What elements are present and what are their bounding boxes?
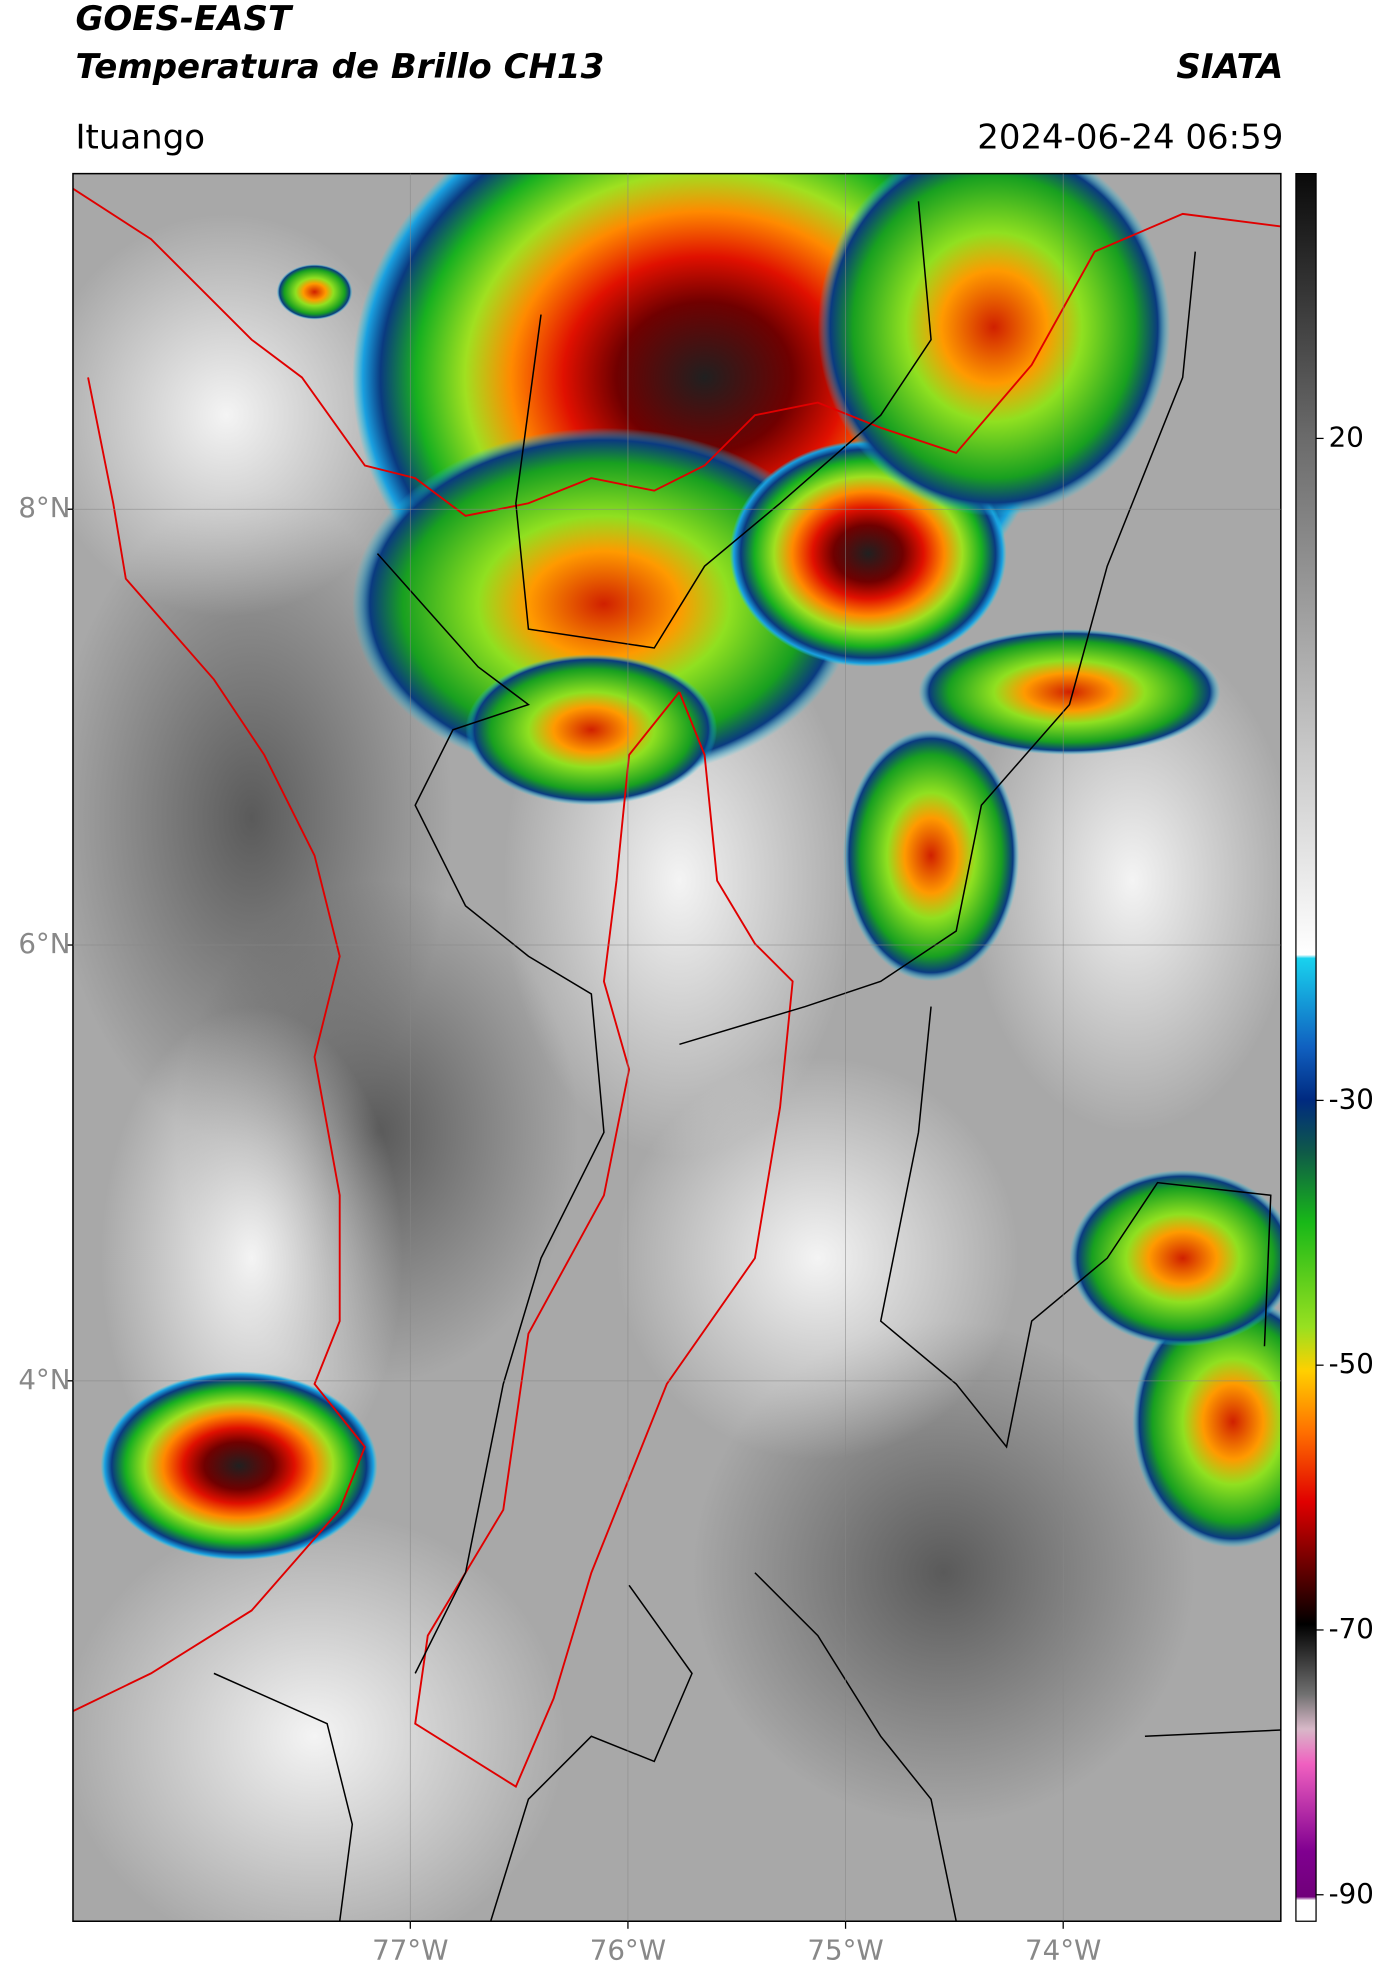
colorbar-tick-label: -30	[1329, 1082, 1374, 1115]
title: GOES-EAST	[75, 0, 293, 39]
colorbar	[1295, 172, 1317, 1922]
colorbar-tick-label: -50	[1329, 1347, 1374, 1380]
map-frame	[72, 172, 1282, 1922]
colorbar-tick-label: -70	[1329, 1612, 1374, 1645]
colorbar-tick-label: 20	[1329, 420, 1364, 453]
x-tick-label: 75°W	[807, 1933, 883, 1966]
brand: SIATA	[1176, 47, 1283, 87]
y-tick-label: 6°N	[18, 927, 70, 960]
colorbar-tick-label: -90	[1329, 1877, 1374, 1910]
subtitle: Temperatura de Brillo CH13	[75, 47, 604, 87]
x-tick-label: 77°W	[372, 1933, 448, 1966]
y-tick-label: 8°N	[18, 491, 70, 524]
y-tick-label: 4°N	[18, 1363, 70, 1396]
datetime: 2024-06-24 06:59	[977, 117, 1283, 157]
location: Ituango	[75, 117, 205, 157]
x-tick-label: 74°W	[1025, 1933, 1101, 1966]
x-tick-label: 76°W	[590, 1933, 666, 1966]
satellite-image	[72, 173, 1281, 1922]
